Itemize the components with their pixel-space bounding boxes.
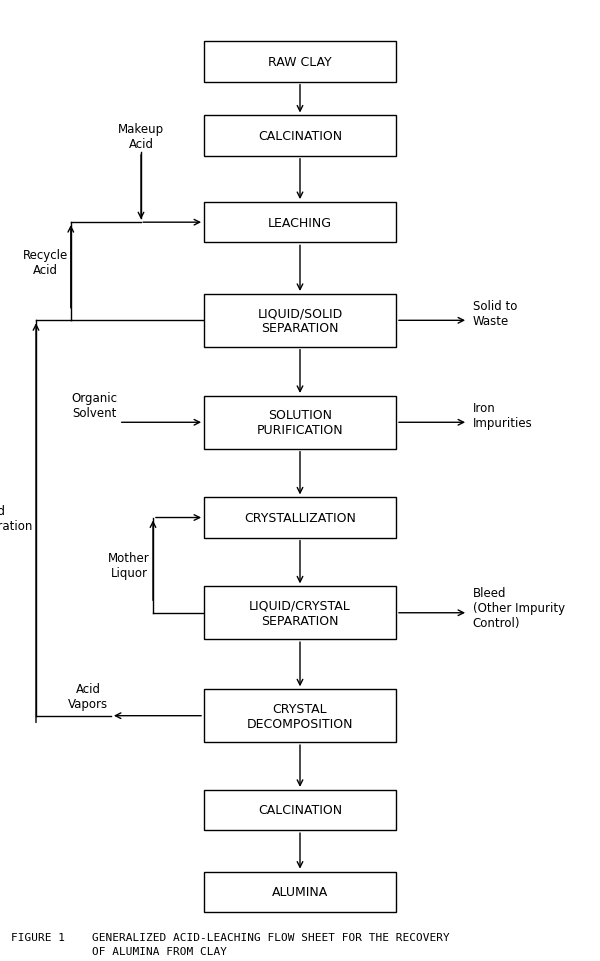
Text: CRYSTAL
DECOMPOSITION: CRYSTAL DECOMPOSITION (247, 702, 353, 730)
Text: CALCINATION: CALCINATION (258, 130, 342, 143)
Bar (204, 498, 396, 538)
Text: FIGURE 1    GENERALIZED ACID-LEACHING FLOW SHEET FOR THE RECOVERY: FIGURE 1 GENERALIZED ACID-LEACHING FLOW … (11, 932, 449, 942)
Text: Acid
Vapors: Acid Vapors (68, 682, 108, 711)
Bar (204, 294, 396, 348)
Text: LIQUID/CRYSTAL
SEPARATION: LIQUID/CRYSTAL SEPARATION (249, 599, 351, 628)
Text: CRYSTALLIZATION: CRYSTALLIZATION (244, 511, 356, 525)
Text: CALCINATION: CALCINATION (258, 803, 342, 817)
Bar (204, 42, 396, 83)
Text: Recycle
Acid: Recycle Acid (23, 248, 68, 277)
Bar (204, 396, 396, 450)
Text: Acid
Regeneration: Acid Regeneration (0, 505, 33, 532)
Text: Solid to
Waste: Solid to Waste (473, 299, 517, 328)
Text: LEACHING: LEACHING (268, 216, 332, 230)
Bar (204, 690, 396, 742)
Bar (204, 790, 396, 830)
Text: OF ALUMINA FROM CLAY: OF ALUMINA FROM CLAY (11, 946, 227, 955)
Text: ALUMINA: ALUMINA (272, 885, 328, 899)
Bar (204, 586, 396, 640)
Bar (204, 203, 396, 243)
Text: Makeup
Acid: Makeup Acid (118, 123, 164, 151)
Text: Bleed
(Other Impurity
Control): Bleed (Other Impurity Control) (473, 587, 565, 629)
Text: SOLUTION
PURIFICATION: SOLUTION PURIFICATION (257, 408, 343, 437)
Bar (204, 872, 396, 912)
Text: Iron
Impurities: Iron Impurities (473, 401, 533, 430)
Text: LIQUID/SOLID
SEPARATION: LIQUID/SOLID SEPARATION (257, 307, 343, 335)
Bar (204, 116, 396, 157)
Text: Organic
Solvent: Organic Solvent (71, 391, 117, 420)
Text: RAW CLAY: RAW CLAY (268, 56, 332, 69)
Text: Mother
Liquor: Mother Liquor (108, 552, 150, 579)
